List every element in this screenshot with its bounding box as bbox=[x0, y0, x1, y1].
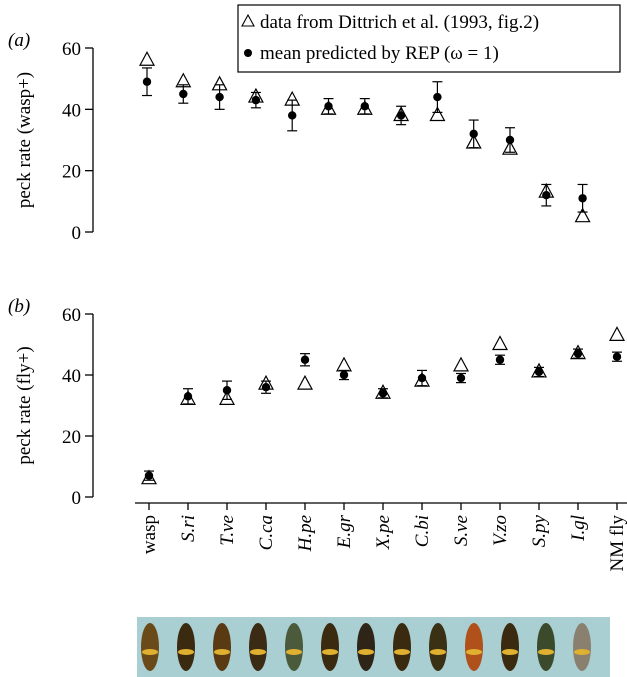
insect-band bbox=[394, 649, 410, 655]
dot-point bbox=[417, 373, 427, 383]
dot-point bbox=[251, 95, 261, 105]
insect-band bbox=[574, 649, 590, 655]
x-tick-label: I.gl bbox=[568, 515, 589, 542]
x-tick-label: E.gr bbox=[334, 514, 355, 549]
insect-band bbox=[466, 649, 482, 655]
insect-band bbox=[358, 649, 374, 655]
dot-point bbox=[144, 471, 154, 480]
dot-point bbox=[324, 102, 333, 111]
insect-band bbox=[538, 649, 554, 655]
y-tick-label: 20 bbox=[62, 427, 81, 448]
y-tick-label: 40 bbox=[62, 366, 81, 387]
triangle-point bbox=[218, 390, 236, 405]
insect-band bbox=[502, 649, 518, 655]
x-tick-label: V.zo bbox=[490, 515, 511, 546]
y-axis-label: peck rate (fly+) bbox=[14, 346, 35, 464]
y-axis-label: peck rate (wasp+) bbox=[14, 72, 35, 208]
dot-point bbox=[469, 129, 478, 139]
y-tick-label: 60 bbox=[62, 305, 81, 326]
dot-point bbox=[142, 77, 152, 86]
triangle-point bbox=[491, 335, 509, 351]
dot-point bbox=[495, 355, 505, 364]
triangle-point bbox=[574, 207, 591, 223]
legend-label: data from Dittrich et al. (1993, fig.2) bbox=[260, 12, 539, 33]
triangle-point bbox=[429, 106, 446, 122]
dot-point bbox=[288, 111, 297, 120]
x-tick-label: S.py bbox=[529, 514, 550, 547]
dot-point bbox=[578, 194, 587, 203]
legend-label: mean predicted by REP (ω = 1) bbox=[260, 43, 499, 64]
x-tick-label: X.pe bbox=[373, 515, 394, 550]
dot-point bbox=[261, 383, 271, 392]
insect bbox=[285, 623, 303, 671]
dot-point bbox=[378, 389, 388, 398]
triangle-point bbox=[335, 356, 353, 372]
x-tick-label: S.ve bbox=[451, 515, 472, 546]
triangle-point bbox=[138, 51, 156, 66]
dot-point bbox=[534, 367, 544, 377]
dot-point bbox=[573, 349, 583, 358]
insect-photos bbox=[137, 617, 610, 677]
insect bbox=[213, 623, 231, 671]
triangle-point bbox=[296, 374, 314, 390]
x-tick-label: wasp bbox=[139, 515, 160, 554]
x-tick-label: C.ca bbox=[256, 515, 277, 550]
legend-box bbox=[237, 4, 621, 73]
x-tick-label: S.ri bbox=[178, 515, 199, 542]
dot-point bbox=[456, 373, 466, 383]
insect bbox=[249, 623, 267, 671]
dot-point bbox=[505, 135, 515, 145]
triangle-point bbox=[501, 139, 519, 155]
dot-point bbox=[433, 92, 442, 102]
dot-point bbox=[179, 89, 188, 99]
y-tick-label: 0 bbox=[72, 488, 82, 509]
y-tick-label: 40 bbox=[62, 100, 81, 121]
insect-band bbox=[286, 649, 302, 655]
insect bbox=[393, 623, 411, 671]
panel-label: (b) bbox=[8, 296, 30, 317]
y-tick-label: 0 bbox=[72, 223, 82, 244]
dot-point bbox=[183, 392, 193, 401]
dot-point bbox=[396, 111, 406, 120]
insect bbox=[177, 623, 195, 671]
insect bbox=[321, 623, 339, 671]
y-tick-label: 20 bbox=[62, 162, 81, 183]
insect bbox=[357, 623, 375, 671]
panel-label: (a) bbox=[8, 30, 30, 51]
dot-point bbox=[542, 191, 551, 200]
triangle-point bbox=[608, 326, 626, 341]
insect-band bbox=[214, 649, 230, 655]
insect-band bbox=[430, 649, 446, 655]
dot-point bbox=[222, 386, 232, 395]
legend-marker bbox=[244, 49, 252, 57]
insect bbox=[465, 623, 483, 671]
insect-band bbox=[178, 649, 194, 655]
insect bbox=[141, 623, 159, 671]
legend-marker bbox=[241, 13, 255, 27]
y-tick-label: 60 bbox=[62, 39, 81, 60]
insect-band bbox=[322, 649, 338, 655]
x-tick-label: NM fly bbox=[607, 515, 627, 572]
dot-point bbox=[339, 370, 349, 380]
x-tick-label: C.bi bbox=[412, 515, 433, 547]
triangle-point bbox=[452, 356, 470, 372]
dot-point bbox=[300, 355, 310, 364]
insect bbox=[429, 623, 447, 671]
insect-band bbox=[142, 649, 158, 655]
insect bbox=[573, 623, 591, 671]
dot-point bbox=[215, 92, 224, 102]
dot-point bbox=[360, 102, 369, 111]
x-tick-label: H.pe bbox=[295, 515, 316, 552]
insect-band bbox=[250, 649, 266, 655]
insect bbox=[537, 623, 555, 671]
insect bbox=[501, 623, 519, 671]
x-tick-label: T.ve bbox=[217, 515, 238, 546]
dot-point bbox=[612, 352, 622, 361]
